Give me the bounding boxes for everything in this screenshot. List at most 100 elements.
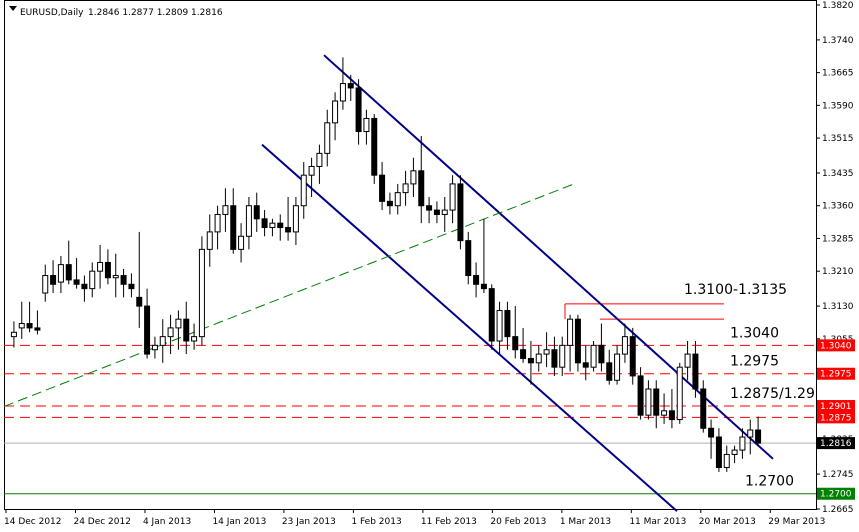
candle-body xyxy=(449,183,456,211)
candle-body xyxy=(339,83,346,102)
candle-body xyxy=(18,323,25,329)
candle-body xyxy=(559,344,566,368)
candle-body xyxy=(598,344,605,364)
candle-body xyxy=(136,296,143,307)
candle-body xyxy=(700,388,707,429)
candle-body xyxy=(574,318,581,364)
candle-body xyxy=(128,283,135,290)
price-badge-label: 1.2975 xyxy=(820,370,852,380)
candle-body xyxy=(668,410,675,421)
candle-body xyxy=(629,336,636,377)
candle-body xyxy=(441,209,448,215)
candle-body xyxy=(708,427,715,438)
price-tick-label: 1.3590 xyxy=(822,101,854,111)
ohlc-readout: 1.2846 1.2877 1.2809 1.2816 xyxy=(88,8,223,18)
level-annotation: 1.2975 xyxy=(730,354,779,370)
candle-body xyxy=(645,388,652,416)
candle-body xyxy=(606,362,613,381)
candle-body xyxy=(363,117,370,133)
collapse-triangle-icon[interactable] xyxy=(9,6,17,11)
candle-body xyxy=(34,327,41,331)
candle-body xyxy=(496,309,503,342)
candle-body xyxy=(26,323,33,329)
candle-body xyxy=(10,331,17,338)
candle-body xyxy=(214,213,221,233)
candle-body xyxy=(112,275,119,279)
time-tick-label: 1 Feb 2013 xyxy=(351,517,401,527)
resistance-zone-label: 1.3100-1.3135 xyxy=(684,282,787,298)
candle-body xyxy=(332,100,339,124)
candle-body xyxy=(277,222,284,229)
price-badge xyxy=(817,400,855,413)
candle-body xyxy=(567,318,574,346)
candle-body xyxy=(410,170,417,185)
level-annotation: 1.2875/1.29 xyxy=(730,386,815,402)
candle-body xyxy=(590,344,597,368)
candle-body xyxy=(230,205,237,250)
candle-body xyxy=(198,248,205,338)
candle-body xyxy=(621,336,628,355)
candle-body xyxy=(731,449,738,455)
candle-body xyxy=(151,344,158,351)
price-badge-label: 1.2875 xyxy=(820,413,852,423)
price-tick-label: 1.2745 xyxy=(822,470,854,480)
candle-body xyxy=(238,235,245,250)
candle-body xyxy=(386,200,393,207)
price-tick-label: 1.3285 xyxy=(822,234,854,244)
green-trendline xyxy=(3,183,575,407)
candle-body xyxy=(120,275,127,285)
candle-body xyxy=(512,336,519,351)
time-tick-label: 24 Dec 2012 xyxy=(73,517,131,527)
candle-body xyxy=(551,349,558,368)
candle-body xyxy=(692,353,699,390)
candle-body xyxy=(582,362,589,368)
candle-body xyxy=(371,117,378,176)
candle-body xyxy=(653,388,660,416)
candle-body xyxy=(527,357,534,364)
candle-body xyxy=(175,318,182,329)
candle-body xyxy=(488,288,495,342)
candle-body xyxy=(81,283,88,290)
candle-body xyxy=(285,227,292,233)
time-tick-label: 14 Dec 2012 xyxy=(4,517,62,527)
candle-body xyxy=(57,264,64,283)
candle-body xyxy=(747,429,754,438)
time-tick-label: 20 Feb 2013 xyxy=(490,517,546,527)
price-badge-label: 1.2901 xyxy=(820,402,852,412)
price-tick-label: 1.3360 xyxy=(822,202,854,212)
candle-body xyxy=(402,183,409,194)
candle-body xyxy=(739,436,746,451)
candle-body xyxy=(65,264,72,281)
candle-body xyxy=(50,275,57,285)
price-tick-label: 1.3665 xyxy=(822,69,854,79)
candle-body xyxy=(465,240,472,277)
plot-frame xyxy=(4,0,817,510)
candle-body xyxy=(159,336,166,346)
price-tick-label: 1.3740 xyxy=(822,36,854,46)
candle-body xyxy=(97,261,104,272)
candle-body xyxy=(379,174,386,202)
price-badge xyxy=(817,367,855,380)
candle-body xyxy=(418,170,425,207)
time-tick-label: 14 Jan 2013 xyxy=(212,517,266,527)
candle-body xyxy=(480,283,487,290)
candle-body xyxy=(426,205,433,211)
channel-upper-line xyxy=(323,54,774,460)
price-badge-label: 1.2700 xyxy=(820,490,852,500)
candle-body xyxy=(394,192,401,207)
candle-body xyxy=(269,222,276,229)
trendlines-layer xyxy=(3,54,774,512)
level-annotation: 1.3040 xyxy=(730,325,779,341)
candle-body xyxy=(144,305,151,355)
annotations-layer: 1.3040 1.2975 1.2875/1.29 1.2700 1.3100-1.31… xyxy=(684,282,815,490)
candle-body xyxy=(292,205,299,233)
candle-body xyxy=(316,152,323,167)
candle-body xyxy=(723,453,730,469)
candle-body xyxy=(261,218,268,229)
price-tick-label: 1.3515 xyxy=(822,134,854,144)
candle-body xyxy=(206,231,213,250)
candle-body xyxy=(308,165,315,176)
